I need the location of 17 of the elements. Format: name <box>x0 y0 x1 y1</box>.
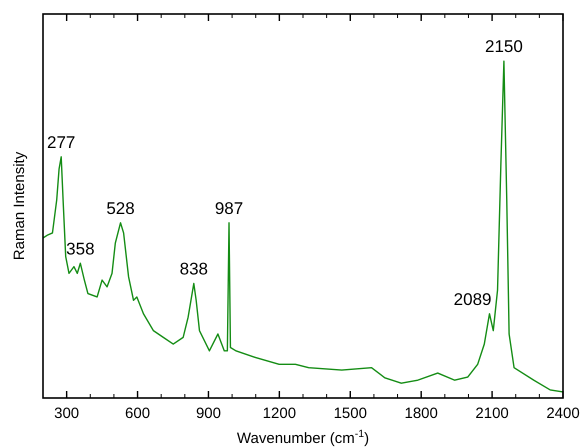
annotation: 277 <box>47 132 76 152</box>
annotation: 838 <box>180 259 208 278</box>
annotation: 987 <box>214 198 244 218</box>
x-tick-label: 300 <box>54 405 80 422</box>
x-tick-label: 2100 <box>475 405 509 422</box>
x-tick-label: 2400 <box>546 405 580 422</box>
annotation: 358 <box>66 239 95 258</box>
x-tick-label: 1800 <box>404 405 438 422</box>
annotation: 2089 <box>454 290 492 309</box>
x-tick-label: 600 <box>125 405 150 422</box>
x-tick-label: 1500 <box>334 405 367 422</box>
y-axis-title: Raman Intensity <box>11 151 28 260</box>
x-tick-label: 900 <box>196 405 221 422</box>
x-axis-title: Wavenumber (cm$^{-1}$) <box>236 428 370 447</box>
x-tick-label: 1200 <box>262 405 296 422</box>
annotation: 2150 <box>484 37 523 56</box>
annotation: 528 <box>106 198 135 218</box>
